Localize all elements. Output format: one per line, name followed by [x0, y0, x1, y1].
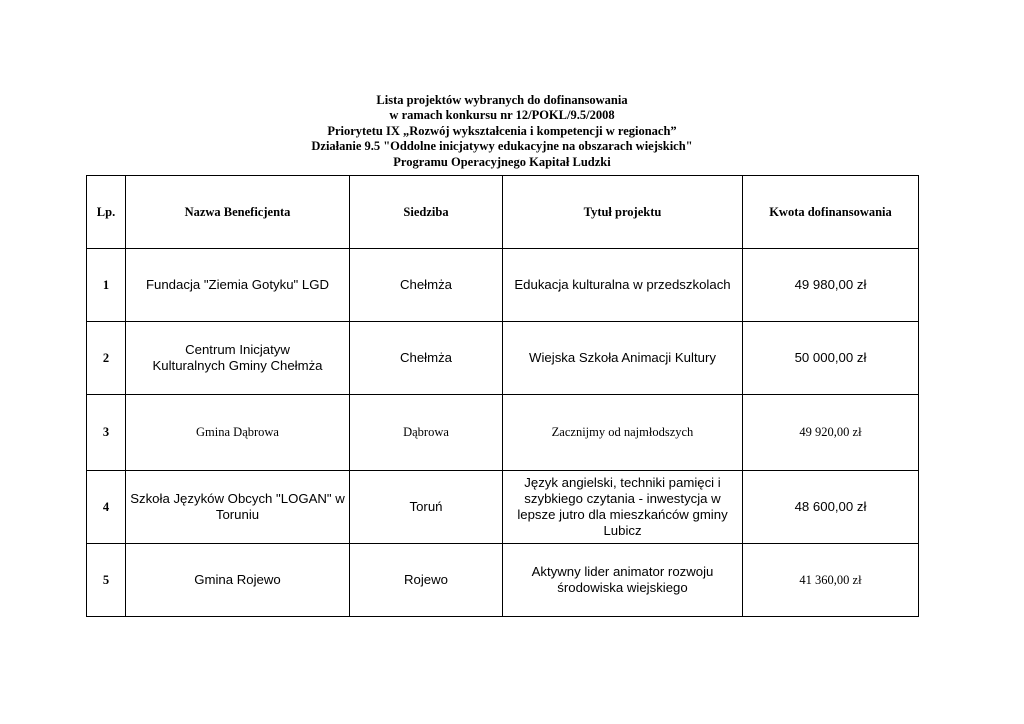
cell-beneficiary: Gmina Dąbrowa — [125, 394, 350, 471]
cell-seat: Rojewo — [349, 543, 503, 617]
title-line: Priorytetu IX „Rozwój wykształcenia i ko… — [327, 123, 677, 138]
cell-beneficiary: Szkoła Języków Obcych "LOGAN" w Toruniu — [125, 470, 350, 544]
cell-lp: 4 — [86, 470, 126, 544]
cell-project-title: Zacznijmy od najmłodszych — [502, 394, 743, 471]
cell-lp: 2 — [86, 321, 126, 395]
cell-seat: Chełmża — [349, 321, 503, 395]
header-lp: Lp. — [86, 175, 126, 249]
table-header-row: Lp. Nazwa Beneficjenta Siedziba Tytuł pr… — [86, 175, 919, 249]
cell-lp: 3 — [86, 394, 126, 471]
header-beneficiary: Nazwa Beneficjenta — [125, 175, 350, 249]
cell-beneficiary: Fundacja "Ziemia Gotyku" LGD — [125, 248, 350, 322]
cell-seat: Toruń — [349, 470, 503, 544]
title-line: Programu Operacyjnego Kapitał Ludzki — [393, 154, 611, 169]
title-line: Lista projektów wybranych do dofinansowa… — [376, 93, 628, 107]
cell-amount: 49 980,00 zł — [742, 248, 919, 322]
cell-beneficiary: Gmina Rojewo — [125, 543, 350, 617]
cell-beneficiary: Centrum Inicjatyw Kulturalnych Gminy Che… — [125, 321, 350, 395]
table-row: 2 Centrum Inicjatyw Kulturalnych Gminy C… — [86, 321, 919, 395]
cell-amount: 41 360,00 zł — [742, 543, 919, 617]
cell-amount: 49 920,00 zł — [742, 394, 919, 471]
cell-lp: 1 — [86, 248, 126, 322]
header-project-title: Tytuł projektu — [502, 175, 743, 249]
cell-seat: Chełmża — [349, 248, 503, 322]
cell-seat: Dąbrowa — [349, 394, 503, 471]
document-title: Lista projektów wybranych do dofinansowa… — [0, 93, 1004, 170]
header-amount: Kwota dofinansowania — [742, 175, 919, 249]
table-row: 5 Gmina Rojewo Rojewo Aktywny lider anim… — [86, 543, 919, 617]
cell-project-title: Aktywny lider animator rozwoju środowisk… — [502, 543, 743, 617]
cell-amount: 48 600,00 zł — [742, 470, 919, 544]
table-row: 3 Gmina Dąbrowa Dąbrowa Zacznijmy od naj… — [86, 394, 919, 471]
table-row: 4 Szkoła Języków Obcych "LOGAN" w Toruni… — [86, 470, 919, 544]
cell-project-title: Edukacja kulturalna w przedszkolach — [502, 248, 743, 322]
cell-project-title: Wiejska Szkoła Animacji Kultury — [502, 321, 743, 395]
table-row: 1 Fundacja "Ziemia Gotyku" LGD Chełmża E… — [86, 248, 919, 322]
cell-lp: 5 — [86, 543, 126, 617]
header-seat: Siedziba — [349, 175, 503, 249]
title-line: Działanie 9.5 "Oddolne inicjatywy edukac… — [311, 139, 693, 154]
projects-table: Lp. Nazwa Beneficjenta Siedziba Tytuł pr… — [86, 175, 919, 617]
title-line: w ramach konkursu nr 12/POKL/9.5/2008 — [389, 108, 615, 123]
cell-project-title: Język angielski, techniki pamięci i szyb… — [502, 470, 743, 544]
cell-amount: 50 000,00 zł — [742, 321, 919, 395]
